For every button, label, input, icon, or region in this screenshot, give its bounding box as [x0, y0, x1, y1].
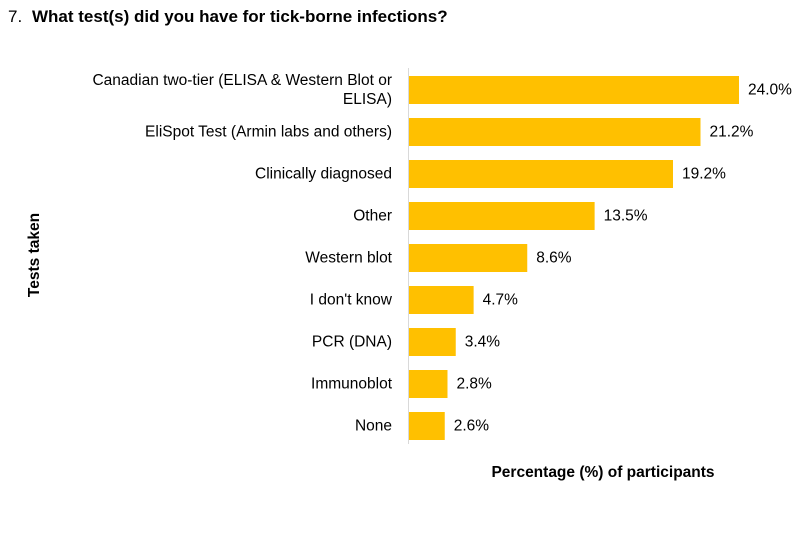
category-label: Immunoblot [311, 376, 393, 393]
category-labels-group: Canadian two-tier (ELISA & Western Blot … [92, 72, 392, 435]
question-number: 7. [8, 7, 22, 26]
category-label: I don't know [310, 292, 393, 309]
y-axis-title: Tests taken [26, 213, 43, 297]
bar [409, 76, 739, 104]
category-label: EliSpot Test (Armin labs and others) [145, 124, 392, 141]
chart-title: What test(s) did you have for tick-borne… [32, 7, 448, 26]
value-label: 8.6% [536, 250, 572, 267]
bar [409, 412, 445, 440]
bar [409, 328, 456, 356]
category-label: Other [353, 208, 392, 225]
value-label: 3.4% [465, 334, 501, 351]
category-label: PCR (DNA) [312, 334, 392, 351]
bar [409, 370, 448, 398]
value-labels-group: 24.0% 21.2% 19.2% 13.5% 8.6% 4.7% 3.4% 2.8% 2.6% [454, 82, 792, 435]
value-label: 13.5% [604, 208, 648, 225]
bar [409, 286, 474, 314]
bar [409, 244, 528, 272]
category-label: Western blot [305, 250, 392, 267]
category-label: None [355, 418, 392, 435]
bars-group [409, 76, 739, 440]
category-label: Clinically diagnosed [255, 166, 392, 183]
bar [409, 202, 595, 230]
value-label: 24.0% [748, 82, 792, 99]
value-label: 4.7% [483, 292, 519, 309]
category-label: Canadian two-tier (ELISA & Western Blot … [92, 72, 392, 89]
value-label: 19.2% [682, 166, 726, 183]
value-label: 2.6% [454, 418, 490, 435]
bar [409, 118, 701, 146]
x-axis-title: Percentage (%) of participants [491, 464, 714, 481]
bar [409, 160, 673, 188]
value-label: 21.2% [710, 124, 754, 141]
value-label: 2.8% [457, 376, 493, 393]
category-label: ELISA) [343, 91, 392, 108]
